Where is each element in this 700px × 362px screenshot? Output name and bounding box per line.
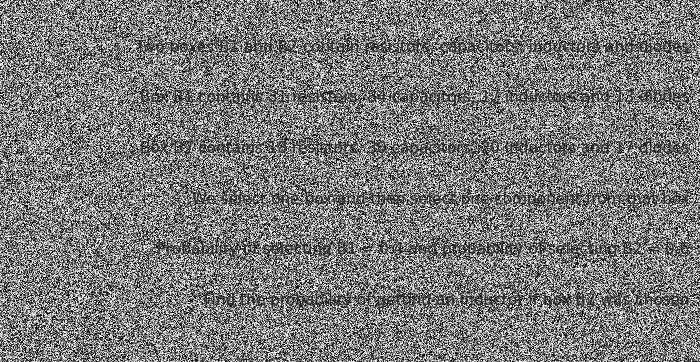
Text: .Probability of selecting B1 = 0.4 and probability of selecting B2 = 0.6: .Probability of selecting B1 = 0.4 and p… [153, 242, 690, 257]
Text: .We select one box and then select one component from that box: .We select one box and then select one c… [187, 191, 690, 207]
Text: Find the probability of getting an inductor if box B2 was chosen: Find the probability of getting an induc… [204, 293, 690, 308]
Text: .Box B2 contains 18 resistors, 30 capacitors, 20 inductors and 17 diodes: .Box B2 contains 18 resistors, 30 capaci… [135, 141, 690, 156]
Text: .Two boxes B1 and B2 contain resistors, capacitors, inductors and diodes: .Two boxes B1 and B2 contain resistors, … [131, 39, 690, 55]
Text: .Box B1 contains 31 resistors, 34 capacitors, 17 inductors and 13 diodes: .Box B1 contains 31 resistors, 34 capaci… [134, 90, 689, 105]
